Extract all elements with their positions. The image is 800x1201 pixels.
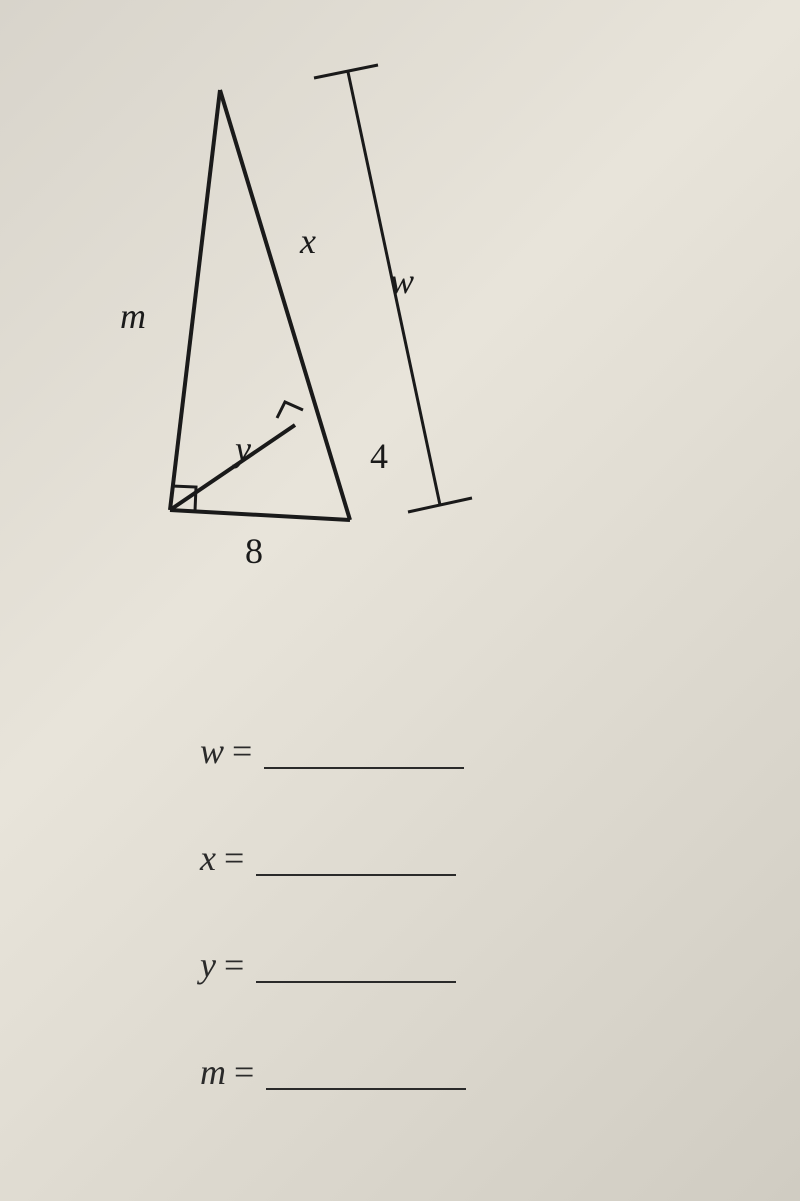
label-x: x	[300, 220, 316, 262]
answer-blank-w[interactable]	[264, 767, 464, 769]
answer-var-x: x	[200, 837, 216, 879]
geometry-diagram: m x w y 4 8	[100, 30, 600, 590]
equals-sign: =	[224, 837, 244, 879]
bracket-w-tick-top	[314, 65, 378, 78]
triangle-svg	[100, 30, 600, 610]
answers-section: w = x = y = m =	[200, 730, 600, 1158]
side-m	[170, 90, 220, 510]
equals-sign: =	[232, 730, 252, 772]
answer-var-w: w	[200, 730, 224, 772]
answer-blank-y[interactable]	[256, 981, 456, 983]
equals-sign: =	[224, 944, 244, 986]
label-8: 8	[245, 530, 263, 572]
label-m: m	[120, 295, 146, 337]
altitude-y	[170, 425, 295, 510]
answer-var-m: m	[200, 1051, 226, 1093]
label-w: w	[390, 260, 414, 302]
answer-blank-m[interactable]	[266, 1088, 466, 1090]
answer-blank-x[interactable]	[256, 874, 456, 876]
answer-row-x: x =	[200, 837, 600, 879]
answer-row-y: y =	[200, 944, 600, 986]
right-angle-mark-d	[277, 402, 303, 418]
side-base	[170, 510, 350, 520]
answer-row-m: m =	[200, 1051, 600, 1093]
answer-var-y: y	[200, 944, 216, 986]
label-4: 4	[370, 435, 388, 477]
equals-sign: =	[234, 1051, 254, 1093]
answer-row-w: w =	[200, 730, 600, 772]
label-y: y	[235, 428, 251, 470]
